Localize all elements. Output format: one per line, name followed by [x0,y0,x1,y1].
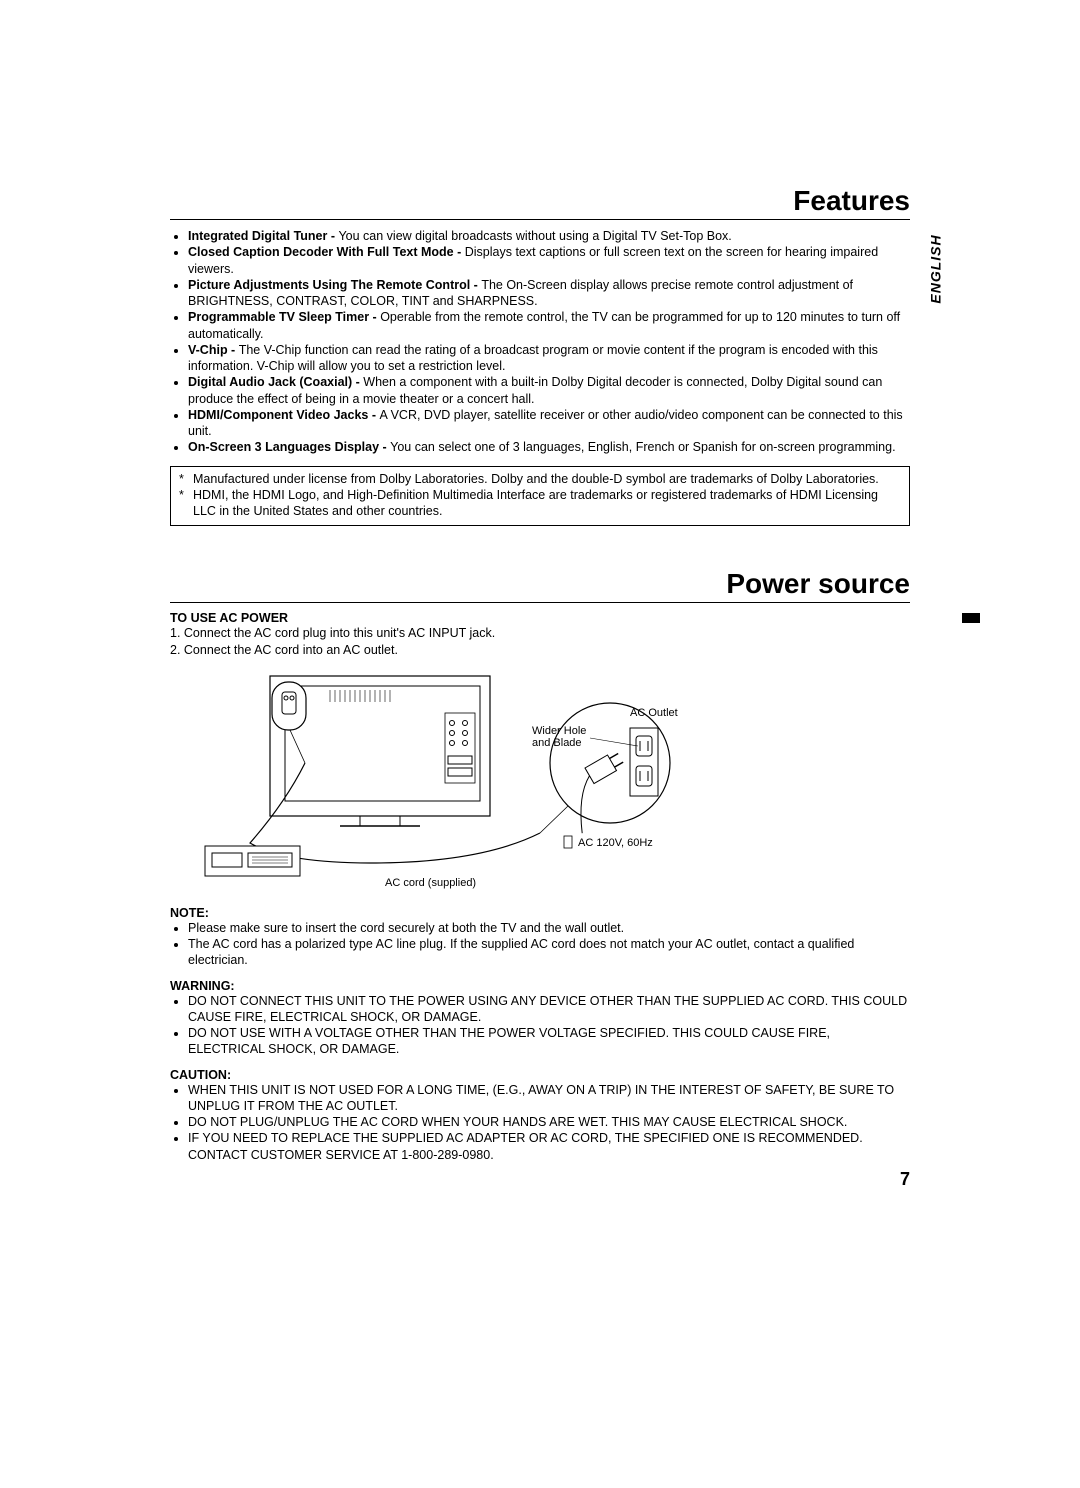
legal-text: Manufactured under license from Dolby La… [193,471,901,487]
note-list: Please make sure to insert the cord secu… [170,920,910,969]
warning-list: DO NOT CONNECT THIS UNIT TO THE POWER US… [170,993,910,1058]
diagram-label-outlet: AC Outlet [630,707,678,719]
feature-text: The V-Chip function can read the rating … [188,343,878,373]
caution-item: WHEN THIS UNIT IS NOT USED FOR A LONG TI… [188,1082,910,1115]
feature-text: You can view digital broadcasts without … [338,229,731,243]
power-title: Power source [170,568,910,603]
feature-bold: On-Screen 3 Languages Display - [188,440,390,454]
legal-box: *Manufactured under license from Dolby L… [170,466,910,527]
caution-item: DO NOT PLUG/UNPLUG THE AC CORD WHEN YOUR… [188,1114,910,1130]
ac-step: 2. Connect the AC cord into an AC outlet… [170,642,910,658]
feature-bold: Picture Adjustments Using The Remote Con… [188,278,481,292]
page-number: 7 [170,1169,910,1190]
diagram-label-wider: Wider Hole [532,725,586,737]
feature-text: You can select one of 3 languages, Engli… [390,440,895,454]
note-item: Please make sure to insert the cord secu… [188,920,910,936]
legal-text: HDMI, the HDMI Logo, and High-Definition… [193,487,901,520]
feature-bold: Integrated Digital Tuner - [188,229,338,243]
diagram-label-120v: AC 120V, 60Hz [578,837,653,849]
page-content: Features Integrated Digital Tuner - You … [170,185,910,1190]
diagram-label-wider2: and Blade [532,737,582,749]
feature-bold: Programmable TV Sleep Timer - [188,310,380,324]
warning-item: DO NOT USE WITH A VOLTAGE OTHER THAN THE… [188,1025,910,1058]
note-header: NOTE: [170,906,910,920]
caution-item: IF YOU NEED TO REPLACE THE SUPPLIED AC A… [188,1130,910,1163]
warning-item: DO NOT CONNECT THIS UNIT TO THE POWER US… [188,993,910,1026]
features-list: Integrated Digital Tuner - You can view … [170,228,910,456]
caution-header: CAUTION: [170,1068,910,1082]
feature-bold: Digital Audio Jack (Coaxial) - [188,375,363,389]
feature-bold: Closed Caption Decoder With Full Text Mo… [188,245,465,259]
ac-power-header: TO USE AC POWER [170,611,910,625]
language-tab: ENGLISH [927,234,943,303]
ac-step: 1. Connect the AC cord plug into this un… [170,625,910,641]
edge-mark [962,613,980,623]
feature-bold: HDMI/Component Video Jacks - [188,408,379,422]
feature-bold: V-Chip - [188,343,239,357]
power-diagram: AC Outlet Wider Hole and Blade AC 120V, … [190,668,690,898]
warning-header: WARNING: [170,979,910,993]
diagram-label-cord: AC cord (supplied) [385,877,476,889]
note-item: The AC cord has a polarized type AC line… [188,936,910,969]
features-title: Features [170,185,910,220]
caution-list: WHEN THIS UNIT IS NOT USED FOR A LONG TI… [170,1082,910,1163]
